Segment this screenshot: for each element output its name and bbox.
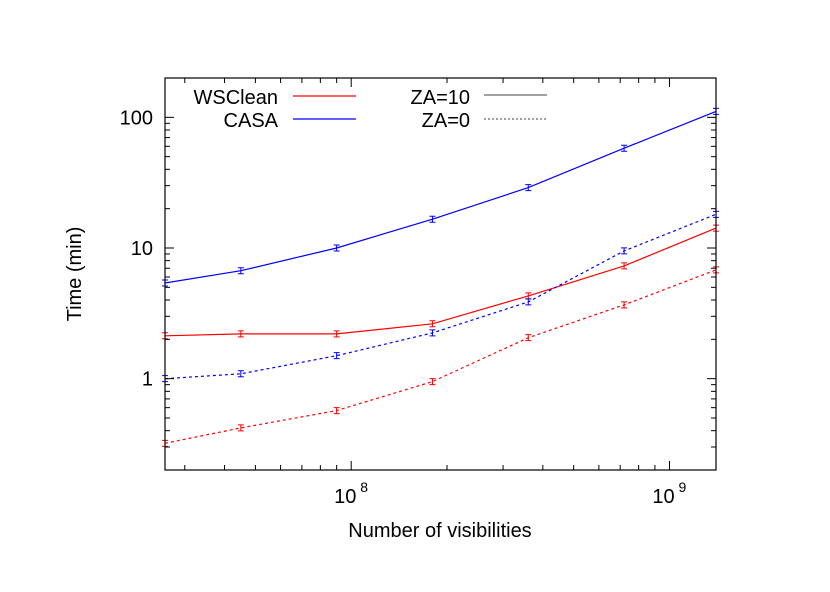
legend-label-casa: CASA [224, 110, 279, 132]
series-wsclean-za-10 [162, 224, 719, 340]
data-point-errorbar [429, 378, 436, 386]
legend: WSClean CASA ZA=10 ZA=0 [194, 87, 547, 132]
x-tick-label: 10 [334, 486, 356, 508]
y-tick-label: 10 [131, 238, 153, 260]
plot-frame [164, 77, 717, 471]
data-point-errorbar [621, 262, 628, 270]
data-point-errorbar [429, 329, 436, 337]
data-point-errorbar [525, 334, 532, 342]
data-point-errorbar [237, 267, 244, 275]
legend-label-za0: ZA=0 [422, 110, 470, 132]
legend-label-wsclean: WSClean [194, 87, 278, 109]
x-tick-exponent: 8 [360, 479, 368, 495]
data-point-errorbar [525, 292, 532, 300]
series-line [164, 227, 717, 337]
data-point-errorbar [333, 244, 340, 252]
data-point-errorbar [237, 330, 244, 338]
y-tick-label: 1 [142, 369, 153, 391]
y-axis-label: Time (min) [64, 227, 86, 322]
data-point-errorbar [525, 298, 532, 306]
data-point-errorbar [621, 247, 628, 255]
data-point-errorbar [621, 301, 628, 309]
x-tick-exponent: 9 [678, 479, 686, 495]
series-line [164, 213, 717, 380]
data-point-errorbar [429, 320, 436, 328]
data-point-errorbar [333, 407, 340, 415]
x-axis-label: Number of visibilities [348, 520, 531, 542]
data-point-errorbar [237, 424, 244, 432]
data-point-errorbar [237, 370, 244, 378]
series-line [164, 269, 717, 444]
data-point-errorbar [429, 215, 436, 223]
series-casa-za-10 [162, 107, 719, 287]
data-point-errorbar [621, 144, 628, 152]
legend-label-za10: ZA=10 [411, 87, 470, 109]
data-point-errorbar [525, 184, 532, 192]
data-point-errorbar [333, 352, 340, 360]
series-casa-za-0 [162, 210, 719, 383]
data-point-errorbar [333, 330, 340, 338]
series-wsclean-za-0 [162, 266, 719, 447]
series-line [164, 110, 717, 284]
y-tick-label: 100 [120, 107, 153, 129]
x-tick-label: 10 [652, 486, 674, 508]
